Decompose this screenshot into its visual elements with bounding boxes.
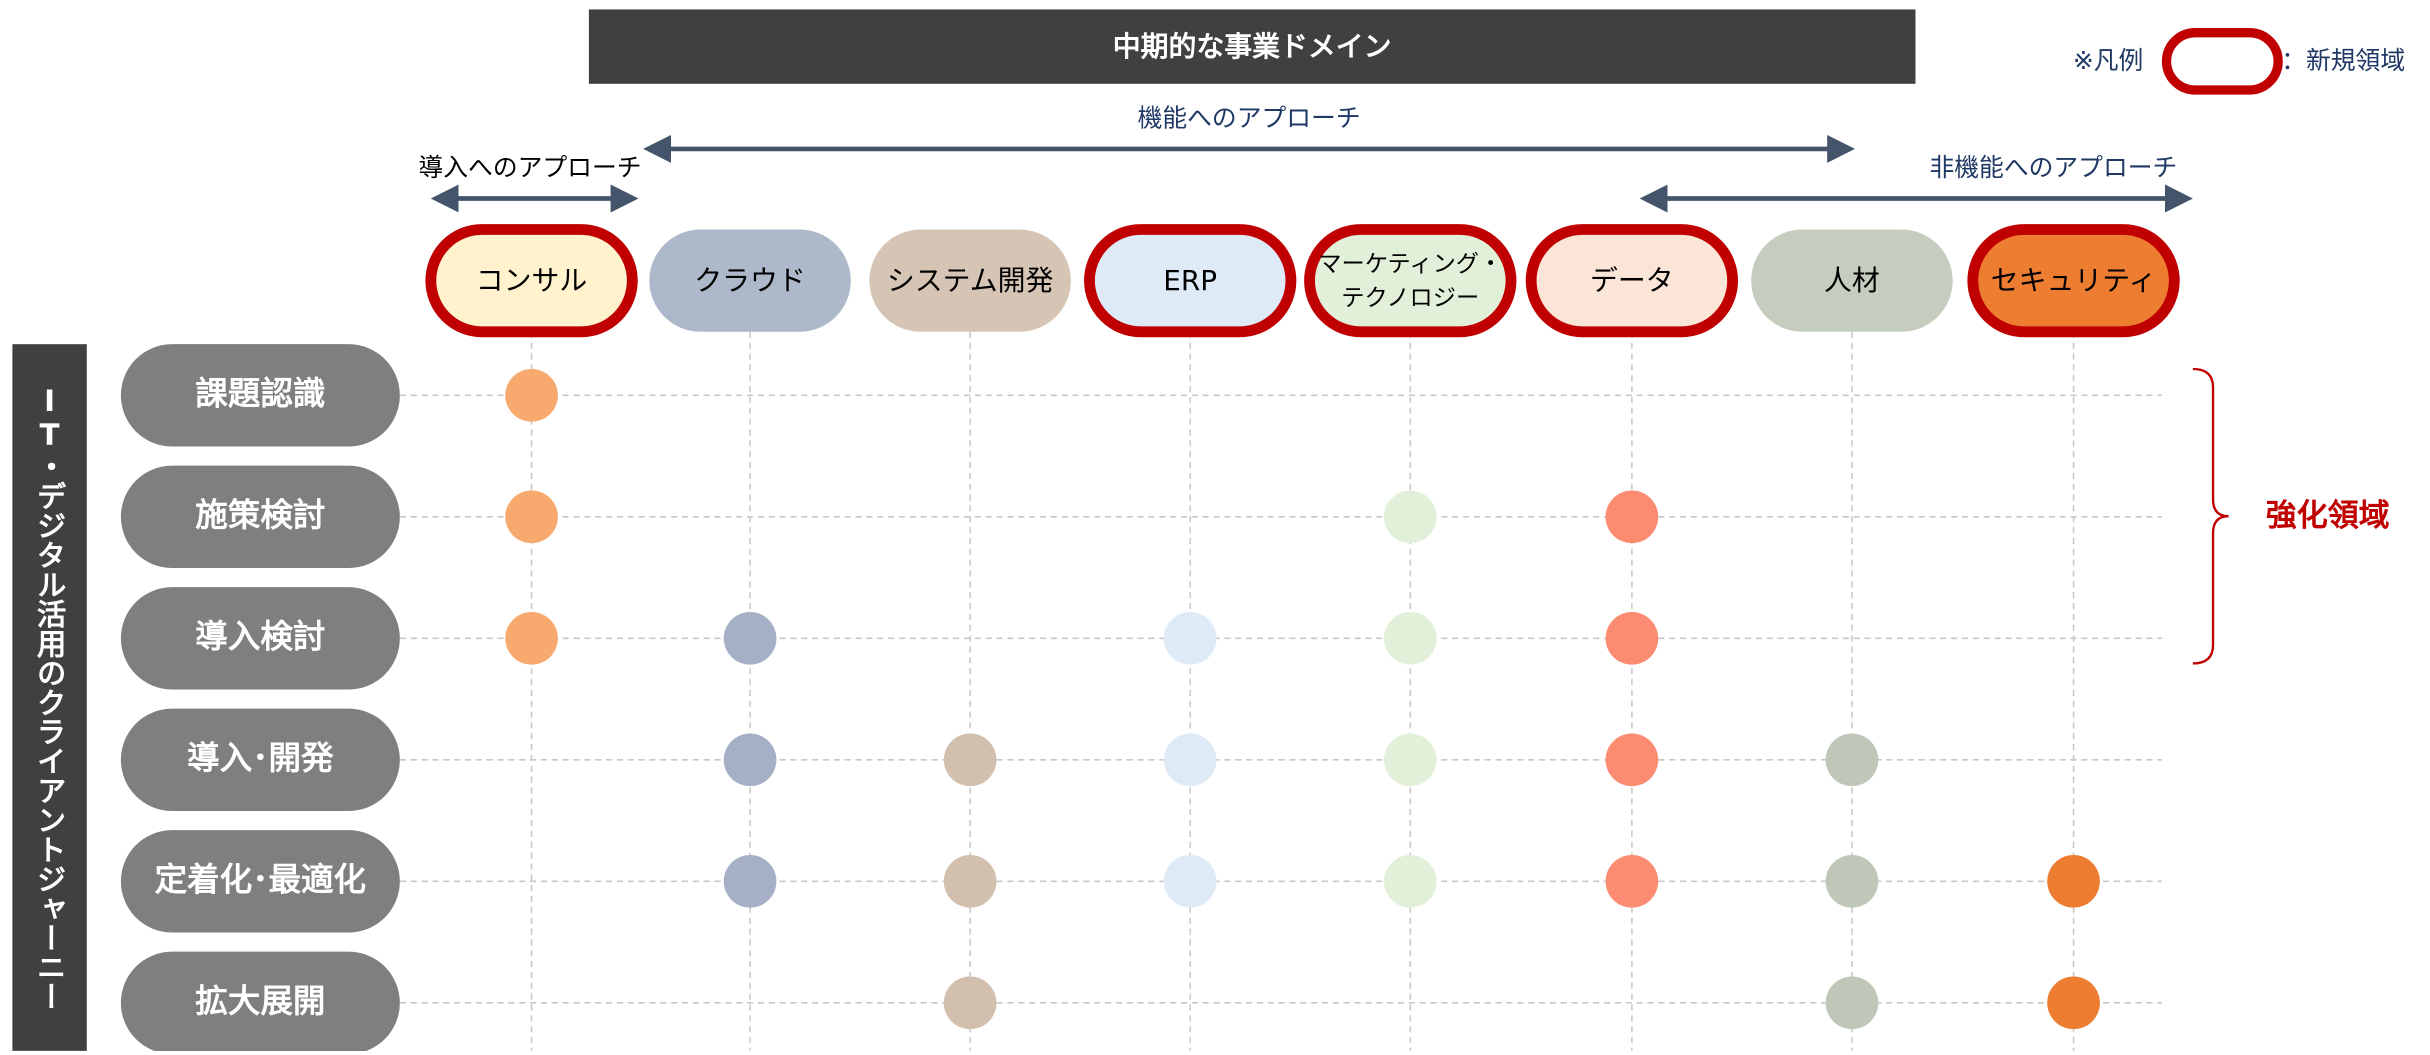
dot <box>1383 611 1437 665</box>
brace <box>2192 367 2229 665</box>
dot <box>1383 490 1437 544</box>
dot <box>1163 733 1217 787</box>
domain-pill <box>1084 224 1297 338</box>
domain-pill <box>869 229 1071 332</box>
domain-label: 人材 <box>1824 264 1880 297</box>
dot <box>1825 854 1879 908</box>
approach-label: 機能へのアプローチ <box>1138 103 1361 132</box>
dot <box>1605 611 1659 665</box>
domain-pill <box>1525 224 1739 338</box>
dot <box>1605 733 1659 787</box>
approach-label: 非機能へのアプローチ <box>1930 153 2178 182</box>
dot <box>1383 854 1437 908</box>
domain-pill <box>425 224 638 338</box>
legend-swatch <box>2161 28 2283 95</box>
title-bar <box>588 9 1916 84</box>
phase-label: 課題認識 <box>195 374 325 412</box>
domain-pill <box>1751 229 1953 332</box>
phase-label: 導入･開発 <box>187 739 334 777</box>
dot <box>943 976 997 1030</box>
domain-label: ERP <box>1163 264 1217 297</box>
domain-label: コンサル <box>476 264 588 297</box>
phase-label: 導入検討 <box>195 617 325 655</box>
dot <box>2047 854 2100 908</box>
dot <box>505 611 558 665</box>
domain-pill <box>649 229 851 332</box>
domain-label: テクノロジー <box>1341 285 1479 312</box>
dot <box>1163 611 1217 665</box>
title: 中期的な事業ドメイン <box>1113 30 1392 63</box>
dot <box>1825 976 1879 1030</box>
dot <box>723 854 777 908</box>
domain-label: セキュリティ <box>1991 264 2157 297</box>
approach-label: 導入へのアプローチ <box>418 153 641 182</box>
phase-pill <box>120 951 400 1054</box>
dot <box>943 854 997 908</box>
domain-label: データ <box>1590 264 1674 297</box>
phase-pill <box>120 587 400 690</box>
legend-prefix: ※凡例 <box>2073 46 2143 75</box>
domain-label: システム開発 <box>887 264 1054 297</box>
dot <box>1163 854 1217 908</box>
domain-pill <box>1967 224 2180 338</box>
phase-pill <box>120 830 400 933</box>
dot <box>723 733 777 787</box>
dot <box>1605 854 1659 908</box>
phase-label: 定着化･最適化 <box>155 860 366 898</box>
domain-label: マーケティング・ <box>1318 251 1502 278</box>
domain-pill <box>1304 224 1517 338</box>
side-label: IT・デジタル活用のクライアントジャーニー <box>33 384 67 1011</box>
phase-pill <box>120 465 400 568</box>
dot <box>723 611 777 665</box>
dot <box>943 733 997 787</box>
domain-label: クラウド <box>694 264 806 297</box>
dot <box>505 368 558 422</box>
dot <box>1605 490 1659 544</box>
legend-label: ：新規領域 <box>2281 46 2405 75</box>
phase-label: 施策検討 <box>195 496 325 534</box>
dot <box>1383 733 1437 787</box>
brace-label: 強化領域 <box>2266 498 2390 534</box>
dot <box>2047 976 2100 1030</box>
phase-pill <box>120 708 400 811</box>
dot <box>1825 733 1879 787</box>
dot <box>505 490 558 544</box>
side-bar <box>12 344 87 1051</box>
phase-label: 拡大展開 <box>195 982 325 1020</box>
phase-pill <box>120 344 400 447</box>
